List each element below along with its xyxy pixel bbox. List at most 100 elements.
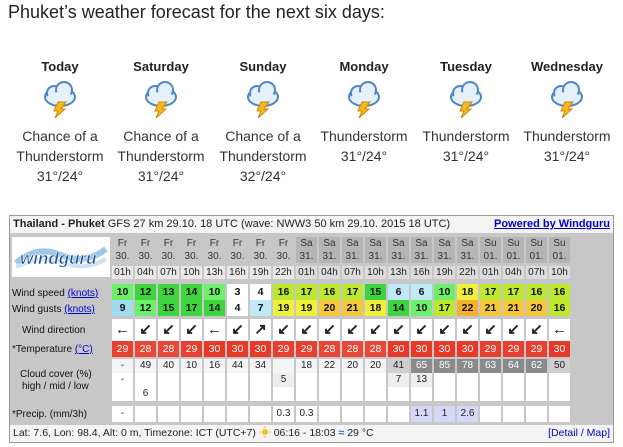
column-date: 01. (480, 250, 501, 263)
column-day: Su (480, 237, 501, 250)
cloud-mid-cell (503, 373, 524, 387)
wind-speed-cell: 16 (319, 284, 340, 300)
wind-direction-arrow: ↙ (457, 319, 478, 341)
sunrise-sunset: 06:16 - 18:03 (273, 427, 336, 439)
powered-by-link[interactable]: Powered by Windguru (493, 218, 610, 230)
column-date: 30. (158, 250, 179, 263)
precipitation-cell (158, 406, 179, 422)
wind-speed-label: Wind speed (knots) (12, 288, 99, 299)
cloud-high-cell: 34 (250, 359, 271, 373)
cloud-mid-cell (434, 373, 455, 387)
cloud-high-cell: 20 (365, 359, 386, 373)
wind-direction-arrow: ↙ (135, 319, 156, 341)
model-info: GFS 27 km 29.10. 18 UTC (wave: NWW3 50 k… (107, 218, 451, 230)
temperature-cell: 30 (227, 341, 248, 357)
wind-direction-arrow: ↙ (434, 319, 455, 341)
column-day: Sa (319, 237, 340, 250)
cloud-low-cell (342, 387, 363, 401)
column-day: Su (549, 237, 570, 250)
cloud-low-cell (273, 387, 294, 401)
column-hour: 10h (549, 266, 570, 279)
cloud-high-cell: 85 (434, 359, 455, 373)
column-day: Sa (388, 237, 409, 250)
column-day: Fr (135, 237, 156, 250)
cloud-low-cell (457, 387, 478, 401)
cloud-mid-cell (549, 373, 570, 387)
wind-direction-label: Wind direction (22, 325, 86, 336)
wind-gust-cell: 15 (158, 300, 179, 316)
wind-speed-cell: 14 (181, 284, 202, 300)
cloud-mid-cell (181, 373, 202, 387)
day-name: Wednesday (530, 59, 603, 74)
cloud-high-cell: 18 (296, 359, 317, 373)
column-day: Sa (342, 237, 363, 250)
wind-gust-cell: 16 (549, 300, 570, 316)
precipitation-cell (480, 406, 501, 422)
cloud-mid-cell (319, 373, 340, 387)
cloud-low-cell (480, 387, 501, 401)
precipitation-cell (503, 406, 524, 422)
precipitation-label: *Precip. (mm/3h) (12, 409, 88, 420)
wind-speed-units-link[interactable]: (knots) (67, 288, 99, 299)
wind-gust-cell: 18 (365, 300, 386, 316)
wind-gust-cell: 21 (480, 300, 501, 316)
precipitation-cell (135, 406, 156, 422)
windguru-logo[interactable]: windguru (12, 237, 110, 277)
cloud-low-cell (503, 387, 524, 401)
column-date: 31. (434, 250, 455, 263)
precipitation-cell (549, 406, 570, 422)
column-date: 30. (273, 250, 294, 263)
wind-gust-cell: 21 (503, 300, 524, 316)
wind-gust-cell: 19 (273, 300, 294, 316)
temperature-cell: 29 (503, 341, 524, 357)
wind-speed-cell: 18 (457, 284, 478, 300)
precipitation-cell: 0.3 (273, 406, 294, 422)
temperature-units-link[interactable]: (°C) (74, 344, 93, 355)
sun-icon (258, 426, 271, 438)
precipitation-cell (342, 406, 363, 422)
cloud-lightning-icon (145, 81, 177, 118)
temperature-cell: 30 (250, 341, 271, 357)
forecast-day: Today Chance of a Thunderstorm 31°/24° (10, 58, 110, 186)
wind-direction-arrow: ↗ (250, 319, 271, 341)
detail-map-link[interactable]: [Detail / Map] (548, 427, 610, 439)
column-date: 31. (342, 250, 363, 263)
cloud-low-cell (434, 387, 455, 401)
wind-gust-cell: 14 (204, 300, 225, 316)
wind-direction-arrow: ↙ (273, 319, 294, 341)
column-hour: 07h (342, 266, 363, 279)
day-condition: Thunderstorm (320, 128, 408, 144)
wind-speed-cell: 13 (158, 284, 179, 300)
cloud-low-cell (319, 387, 340, 401)
column-hour: 16h (411, 266, 432, 279)
column-date: 30. (181, 250, 202, 263)
cloud-mid-cell: 5 (273, 373, 294, 387)
column-hour: 04h (135, 266, 156, 279)
wind-speed-cell: 17 (296, 284, 317, 300)
column-day: Sa (411, 237, 432, 250)
precipitation-cell (526, 406, 547, 422)
temperature-cell: 28 (342, 341, 363, 357)
wind-gusts-units-link[interactable]: (knots) (64, 304, 95, 315)
cloud-low-cell (227, 387, 248, 401)
temperature-cell: 30 (457, 341, 478, 357)
cloud-high-cell: 62 (526, 359, 547, 373)
precipitation-cell (250, 406, 271, 422)
wind-gust-cell: 10 (411, 300, 432, 316)
cloud-low-cell (526, 387, 547, 401)
temperature-cell: 29 (526, 341, 547, 357)
column-hour: 10h (365, 266, 386, 279)
day-temperature: 31°/24° (543, 148, 591, 164)
page-title: Phuket’s weather forecast for the next s… (8, 2, 385, 22)
column-hour: 13h (204, 266, 225, 279)
wind-direction-arrow: ↙ (319, 319, 340, 341)
cloud-high-cell: 44 (227, 359, 248, 373)
cloud-low-cell (112, 387, 133, 401)
wind-speed-cell: 4 (250, 284, 271, 300)
day-name: Saturday (133, 59, 189, 74)
column-day: Su (526, 237, 547, 250)
cloud-mid-cell (158, 373, 179, 387)
column-day: Fr (158, 237, 179, 250)
precipitation-cell (388, 406, 409, 422)
wind-speed-cell: 16 (526, 284, 547, 300)
